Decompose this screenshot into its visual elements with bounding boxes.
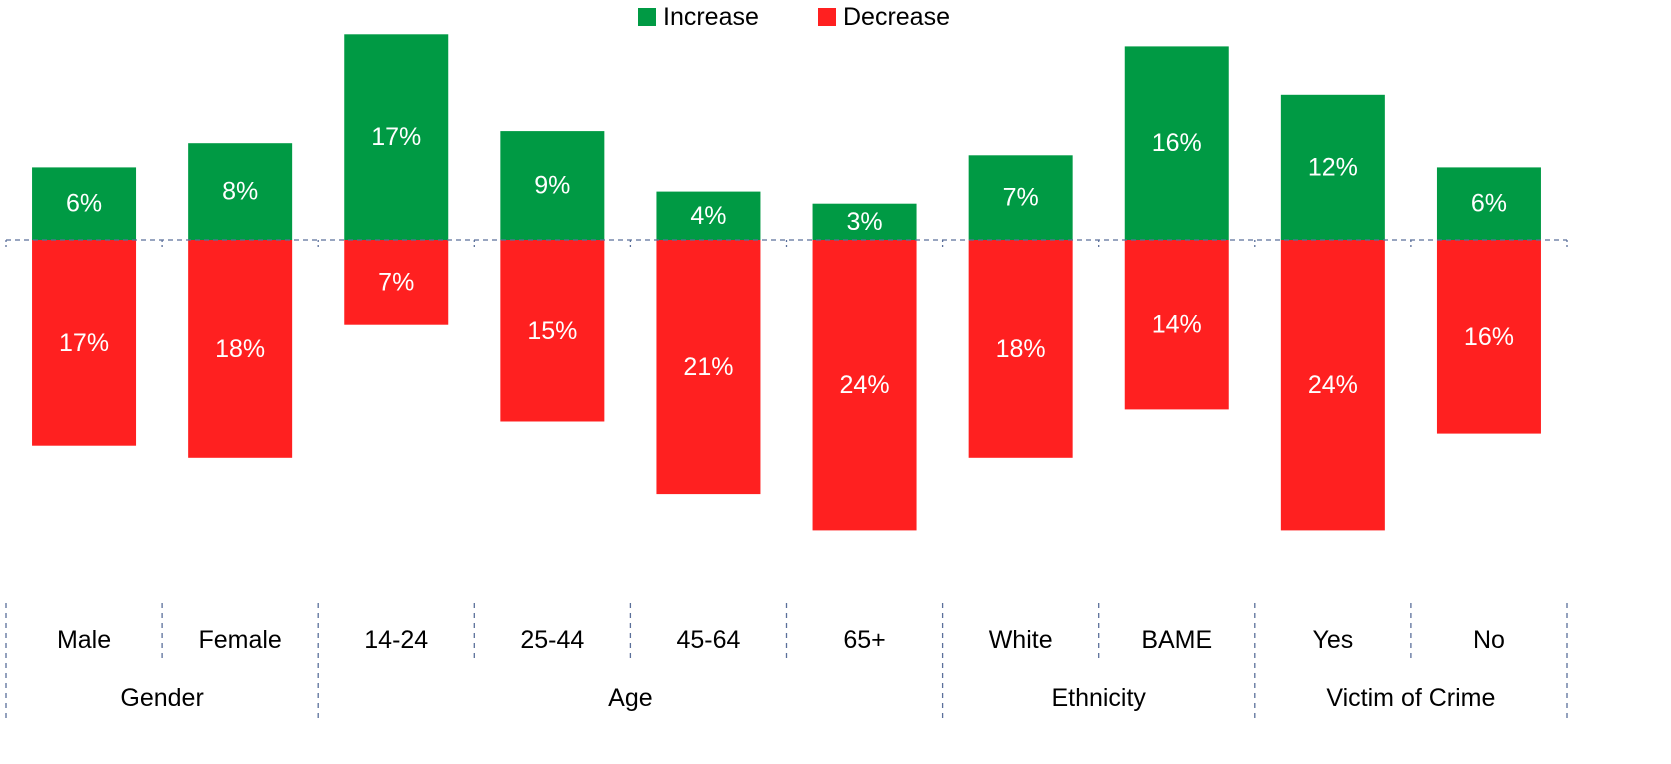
bars-layer: 6% 17% 8% 18% 17% 7% 9% 15% 4% 21% 3% 24% 7% 18% 16% 14… (32, 34, 1541, 531)
legend-swatch-increase (638, 8, 656, 26)
decrease-label-14-24: 7% (378, 268, 414, 296)
decrease-bar-bame (1124, 240, 1229, 410)
category-label-65: 65+ (843, 626, 885, 654)
decrease-label-white: 18% (996, 335, 1046, 363)
increase-bar-25-44 (500, 131, 605, 240)
decrease-bar-female (188, 240, 293, 458)
decrease-label-45-64: 21% (683, 353, 733, 381)
legend-label-increase: Increase (663, 3, 759, 31)
category-label-female: Female (198, 626, 281, 654)
category-label-white: White (989, 626, 1053, 654)
increase-bar-no (1436, 167, 1541, 240)
increase-label-bame: 16% (1152, 129, 1202, 157)
increase-label-25-44: 9% (534, 172, 570, 200)
increase-label-female: 8% (222, 178, 258, 206)
increase-bar-male (32, 167, 137, 240)
decrease-bar-yes (1280, 240, 1385, 531)
increase-bar-female (188, 143, 293, 240)
decrease-bar-male (32, 240, 137, 446)
increase-bar-65 (812, 203, 917, 240)
decrease-bar-25-44 (500, 240, 605, 422)
increase-bar-45-64 (656, 191, 761, 240)
increase-bar-white (968, 155, 1073, 240)
category-label-male: Male (57, 626, 111, 654)
category-axis: Male Female 14-24 25-44 45-64 65+ White BAME Yes… (5, 603, 1568, 718)
legend-label-decrease: Decrease (843, 3, 950, 31)
category-label-45-64: 45-64 (676, 626, 740, 654)
increase-label-45-64: 4% (690, 202, 726, 230)
category-label-25-44: 25-44 (520, 626, 584, 654)
increase-label-male: 6% (66, 190, 102, 218)
increase-label-65: 3% (846, 208, 882, 236)
decrease-bar-14-24 (344, 240, 449, 325)
increase-bar-bame (1124, 46, 1229, 241)
decrease-label-65: 24% (840, 371, 890, 399)
increase-bar-14-24 (344, 34, 449, 240)
baseline-layer (5, 239, 1568, 248)
decrease-label-male: 17% (59, 329, 109, 357)
category-label-bame: BAME (1141, 626, 1212, 654)
decrease-bar-white (968, 240, 1073, 458)
decrease-label-no: 16% (1464, 323, 1514, 351)
decrease-label-bame: 14% (1152, 311, 1202, 339)
group-label-gender: Gender (120, 684, 203, 712)
decrease-bar-no (1436, 240, 1541, 434)
category-label-no: No (1473, 626, 1505, 654)
increase-bar-yes (1280, 94, 1385, 240)
group-label-age: Age (608, 684, 652, 712)
decrease-bar-65 (812, 240, 917, 531)
increase-label-14-24: 17% (371, 123, 421, 151)
group-label-ethnicity: Ethnicity (1051, 684, 1146, 712)
chart-legend: Increase Decrease (638, 3, 950, 31)
decrease-label-25-44: 15% (527, 317, 577, 345)
category-label-yes: Yes (1312, 626, 1353, 654)
group-label-victim-of-crime: Victim of Crime (1326, 684, 1495, 712)
increase-label-white: 7% (1003, 184, 1039, 212)
increase-label-no: 6% (1471, 190, 1507, 218)
category-label-14-24: 14-24 (364, 626, 428, 654)
increase-label-yes: 12% (1308, 153, 1358, 181)
legend-swatch-decrease (818, 8, 836, 26)
decrease-bar-45-64 (656, 240, 761, 495)
decrease-label-female: 18% (215, 335, 265, 363)
decrease-label-yes: 24% (1308, 371, 1358, 399)
